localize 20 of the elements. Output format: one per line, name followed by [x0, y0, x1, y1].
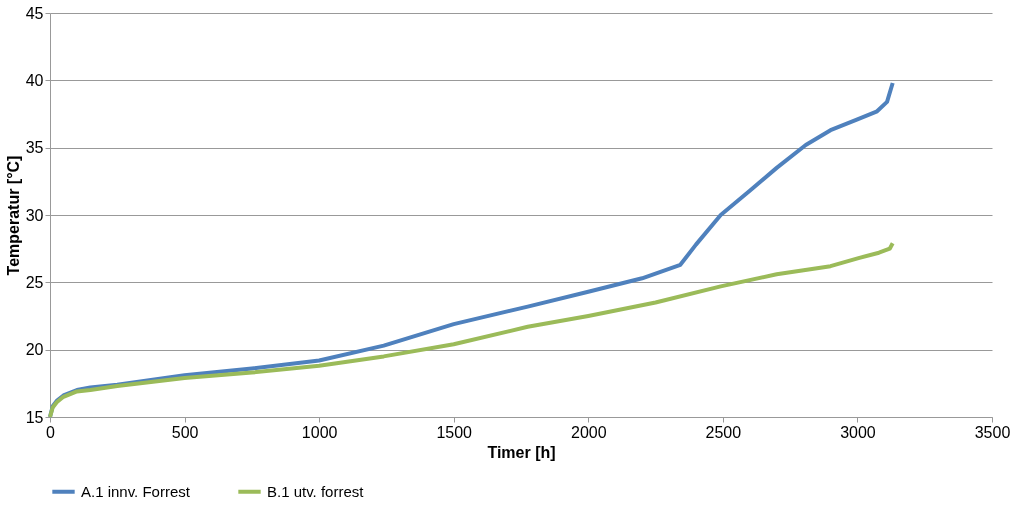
x-tick-label: 3500	[974, 423, 1011, 441]
y-tick-label: 35	[25, 139, 44, 157]
x-tick-label: 2000	[570, 423, 607, 441]
x-tick-label: 500	[171, 423, 199, 441]
x-tick-label: 2500	[705, 423, 742, 441]
y-tick-label: 15	[25, 408, 44, 426]
legend-label: B.1 utv. forrest	[267, 482, 365, 500]
x-tick-label: 3000	[840, 423, 876, 441]
y-tick-label: 25	[25, 273, 44, 291]
y-axis-title: Temperatur [°C]	[4, 155, 22, 276]
x-tick-label: 1000	[301, 423, 338, 441]
x-tick-label: 1500	[436, 423, 473, 441]
x-tick-label: 0	[46, 423, 56, 441]
y-tick-label: 30	[25, 206, 44, 224]
y-tick-label: 45	[25, 4, 44, 22]
y-tick-label: 40	[25, 71, 44, 89]
line-series	[48, 241, 895, 419]
y-tick-label: 20	[25, 341, 44, 359]
x-axis-title: Timer [h]	[487, 443, 556, 461]
legend-label: A.1 innv. Forrest	[81, 482, 191, 500]
